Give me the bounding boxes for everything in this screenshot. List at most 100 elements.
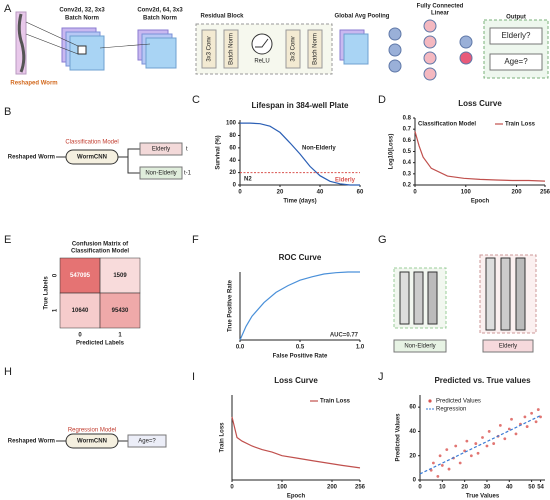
data-line (414, 131, 546, 182)
output-box (127, 434, 167, 448)
model-label: Regression Model (68, 428, 116, 434)
x-tick-label: 100 (461, 190, 472, 196)
layer-label: Conv2d, 64, 3x3 (137, 8, 183, 14)
x-tick-label: 30 (484, 485, 491, 491)
time-label: t-1 (184, 171, 192, 177)
y-tick-label: 0.2 (403, 183, 412, 189)
feature-map (145, 37, 177, 69)
point (485, 444, 489, 448)
point (530, 411, 534, 415)
point (523, 415, 527, 419)
cell-label: 95430 (112, 308, 129, 314)
neuron (388, 59, 402, 73)
point (458, 461, 462, 465)
data-line (239, 271, 360, 341)
x-axis-label: Predicted Labels (76, 341, 125, 347)
architecture-diagram: Reshaped Worm Conv2d, 32, 3x3 Batch Norm… (10, 4, 549, 87)
x-tick-label: 10 (439, 485, 446, 491)
y-tick-label: 0 (53, 273, 59, 277)
x-axis-label: Time (days) (283, 199, 316, 205)
legend-label: N2 (244, 177, 252, 183)
heat-cell (99, 292, 141, 329)
x-tick-label: 100 (277, 485, 288, 491)
point (510, 417, 513, 421)
worm-image (413, 271, 424, 325)
x-tick-label: 0 (413, 190, 417, 196)
output-text: Age=? (138, 439, 156, 445)
point (539, 415, 542, 419)
neuron (388, 43, 402, 57)
group-label: Elderly (499, 344, 517, 350)
input-label: Reshaped Worm (8, 155, 55, 161)
point (469, 454, 473, 458)
cell-label: 547095 (70, 273, 91, 279)
output-label: Output (506, 15, 526, 21)
y-axis-label: Survival (%) (216, 135, 222, 169)
relu-icon (255, 38, 269, 48)
panel-letter: B (4, 106, 11, 118)
data-line (231, 416, 361, 469)
regression-diagram: Regression Model Reshaped Worm WormCNN A… (8, 428, 167, 449)
y-tick-label: 20 (409, 453, 416, 459)
y-axis-label: Log10(Loss) (389, 134, 395, 170)
relu-node (251, 33, 273, 55)
point (498, 423, 502, 427)
x-tick-label: 0 (238, 190, 242, 196)
point (536, 408, 540, 411)
legend-swatch (428, 399, 432, 403)
point (514, 432, 518, 436)
x-tick-label: 0 (78, 333, 82, 339)
panel-letter: J (378, 371, 384, 383)
x-tick-label: 200 (512, 190, 523, 196)
panel-letter: A (4, 3, 12, 15)
point (487, 430, 491, 433)
cell-label: 1509 (113, 273, 127, 279)
point (534, 420, 538, 424)
chart-title: Confusion Matrix of (72, 242, 129, 248)
feature-map (343, 33, 369, 65)
panel-letter: F (192, 234, 199, 246)
neuron (423, 51, 437, 65)
point (429, 468, 433, 472)
worm-label: Reshaped Worm (10, 81, 57, 87)
y-tick-label: 60 (229, 145, 236, 151)
x-tick-label: 20 (277, 190, 284, 196)
layer-box (307, 29, 323, 69)
y-tick-label: 0.5 (403, 149, 412, 155)
class-label: Elderly (152, 147, 170, 153)
panel-letter: G (378, 234, 387, 246)
x-tick-label: 20 (461, 485, 468, 491)
block-label: Residual Block (200, 14, 244, 20)
y-tick-label: 20 (229, 170, 236, 176)
kernel (77, 45, 87, 55)
y-axis-label: True Positive Rate (228, 279, 234, 332)
legend-label: Predicted Values (436, 399, 481, 405)
y-tick-label: 80 (229, 133, 236, 139)
data-line (240, 122, 360, 186)
x-tick-label: 40 (317, 190, 324, 196)
y-tick-label: 0.8 (403, 116, 412, 122)
input-label: Reshaped Worm (8, 439, 55, 445)
model-name: WormCNN (77, 155, 107, 161)
legend-label: Train Loss (320, 399, 351, 405)
annotation: Classification Model (418, 122, 476, 128)
legend-label: Train Loss (505, 122, 536, 128)
x-tick-label: 0.0 (236, 345, 245, 351)
worm-image (485, 257, 496, 331)
point (431, 461, 435, 465)
x-tick-label: 40 (506, 485, 513, 491)
point (440, 464, 444, 467)
point (481, 436, 484, 439)
block-label: Global Avg Pooling (335, 14, 390, 20)
panel-letter: D (378, 94, 386, 106)
x-axis-label: False Positive Rate (273, 354, 328, 360)
worm-images: Non-Elderly Elderly (393, 254, 537, 353)
neuron (459, 35, 473, 49)
chart-title: Classification Model (71, 249, 129, 255)
x-axis-label: Epoch (471, 199, 490, 205)
output-text: Age=? (504, 57, 528, 66)
point (454, 444, 458, 448)
model-name: WormCNN (77, 439, 107, 445)
layer-text: 3x3 Conv (291, 36, 297, 61)
